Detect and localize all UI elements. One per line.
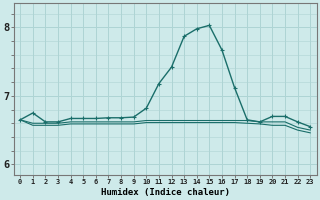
X-axis label: Humidex (Indice chaleur): Humidex (Indice chaleur) <box>101 188 230 197</box>
